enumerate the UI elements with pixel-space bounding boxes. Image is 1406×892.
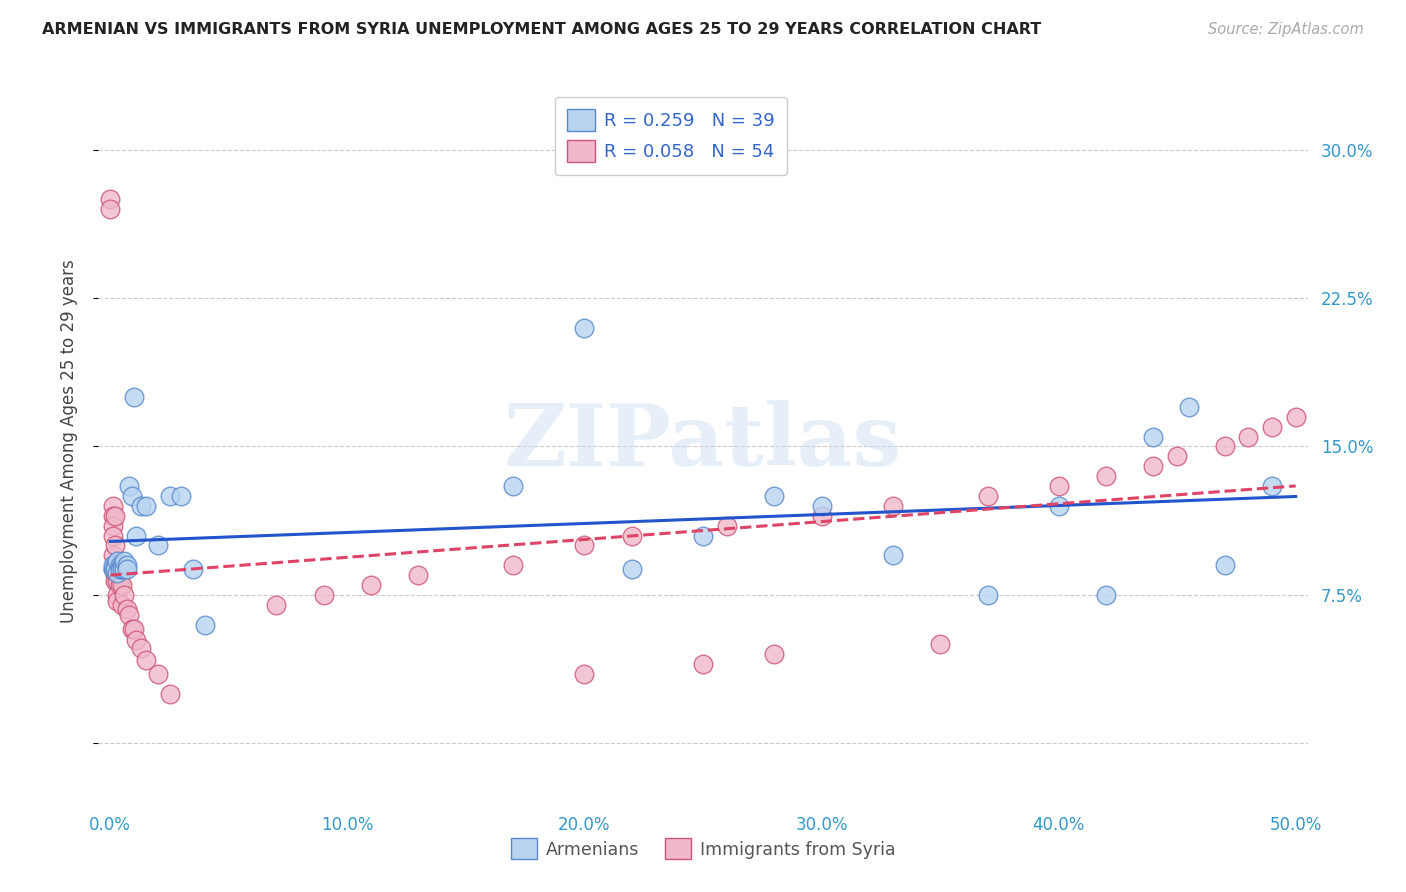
Point (882, 499, 904, 513)
Point (882, 549, 904, 563)
Point (104, 562, 127, 576)
Point (111, 598, 134, 612)
Text: ARMENIAN VS IMMIGRANTS FROM SYRIA UNEMPLOYMENT AMONG AGES 25 TO 29 YEARS CORRELA: ARMENIAN VS IMMIGRANTS FROM SYRIA UNEMPL… (42, 22, 1042, 37)
Point (129, 641, 152, 656)
Point (108, 558, 131, 573)
Point (810, 508, 832, 523)
Point (574, 320, 596, 334)
Point (118, 479, 141, 493)
Point (104, 574, 127, 588)
Point (104, 558, 127, 573)
Point (135, 653, 157, 667)
Point (114, 554, 136, 568)
Point (121, 622, 143, 636)
Point (170, 489, 193, 503)
Point (104, 558, 127, 573)
Point (692, 657, 714, 672)
Point (105, 588, 128, 602)
Point (108, 562, 131, 576)
Point (111, 578, 134, 592)
Point (810, 499, 832, 513)
Point (105, 594, 128, 608)
Point (1047, 479, 1070, 493)
Point (135, 499, 157, 513)
Point (312, 588, 335, 602)
Point (105, 574, 128, 588)
Point (408, 568, 430, 582)
Point (108, 578, 131, 592)
Legend: Armenians, Immigrants from Syria: Armenians, Immigrants from Syria (503, 831, 903, 866)
Point (101, 562, 124, 576)
Point (129, 499, 152, 513)
Point (976, 489, 998, 503)
Point (101, 518, 124, 533)
Point (1047, 499, 1070, 513)
Point (159, 687, 181, 701)
Point (125, 633, 148, 648)
Text: ZIPatlas: ZIPatlas (503, 400, 903, 483)
Point (101, 558, 124, 573)
Point (115, 562, 138, 576)
Point (194, 617, 217, 632)
Point (181, 562, 204, 576)
Point (101, 549, 124, 563)
Point (101, 562, 124, 576)
Point (115, 558, 138, 573)
Point (1285, 409, 1308, 424)
Point (101, 508, 124, 523)
Point (105, 554, 128, 568)
Point (159, 489, 181, 503)
Point (502, 479, 524, 493)
Point (98, 202, 121, 216)
Point (929, 637, 952, 651)
Point (716, 518, 738, 533)
Point (98, 192, 121, 206)
Point (1213, 558, 1236, 573)
Point (118, 607, 141, 622)
Text: Source: ZipAtlas.com: Source: ZipAtlas.com (1208, 22, 1364, 37)
Point (105, 566, 128, 581)
Point (1261, 419, 1284, 434)
Point (146, 667, 169, 681)
Point (692, 528, 714, 542)
Point (1178, 400, 1201, 414)
Point (1142, 429, 1164, 443)
Point (101, 528, 124, 542)
Point (111, 558, 134, 573)
Point (763, 648, 786, 662)
Point (104, 568, 127, 582)
Point (763, 489, 786, 503)
Point (125, 528, 148, 542)
Point (115, 602, 138, 616)
Point (114, 562, 136, 576)
Point (1261, 479, 1284, 493)
Point (1142, 459, 1164, 474)
Point (111, 562, 134, 576)
Point (620, 562, 643, 576)
Point (1166, 450, 1188, 464)
Point (620, 528, 643, 542)
Point (360, 578, 382, 592)
Point (976, 588, 998, 602)
Point (122, 390, 145, 404)
Point (1237, 429, 1260, 443)
Point (1095, 588, 1118, 602)
Point (574, 539, 596, 553)
Point (502, 558, 524, 573)
Point (114, 588, 136, 602)
Point (146, 539, 169, 553)
Point (574, 667, 596, 681)
Point (108, 558, 131, 573)
Point (104, 539, 127, 553)
Y-axis label: Unemployment Among Ages 25 to 29 years: Unemployment Among Ages 25 to 29 years (59, 260, 77, 624)
Point (264, 598, 287, 612)
Point (104, 508, 127, 523)
Point (101, 499, 124, 513)
Point (1213, 440, 1236, 454)
Point (1095, 469, 1118, 483)
Point (105, 568, 128, 582)
Point (122, 622, 145, 636)
Point (121, 489, 143, 503)
